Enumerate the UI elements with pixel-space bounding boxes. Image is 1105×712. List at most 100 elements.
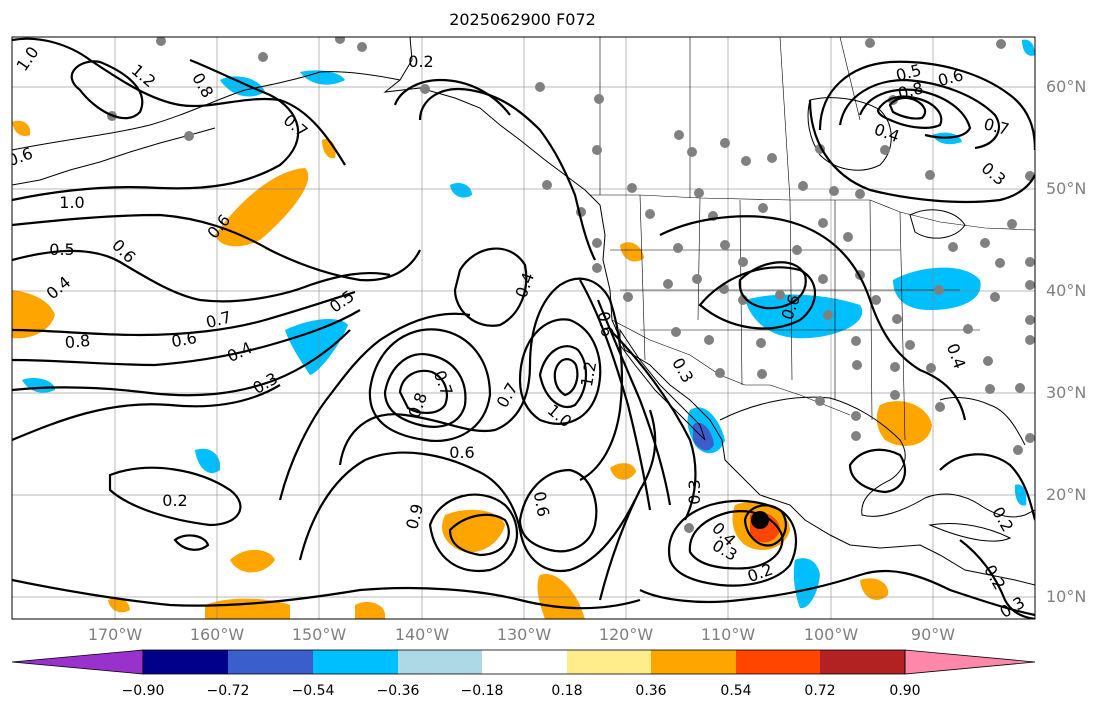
- colorbar-segment: [736, 650, 820, 674]
- contour-label: 0.6: [170, 328, 198, 351]
- cuba: [928, 522, 1012, 542]
- contour-line: [12, 213, 421, 282]
- positive-anomaly-region: [860, 578, 889, 600]
- colorbar-segment: [567, 650, 651, 674]
- canada-provinces: [599, 37, 861, 201]
- north-america-coastline: [383, 37, 1035, 586]
- latitude-label: 20°N: [1046, 485, 1087, 504]
- colorbar-tick-label: 0.90: [889, 683, 921, 699]
- longitude-label: 100°W: [803, 625, 859, 644]
- contour-line: [939, 453, 1035, 521]
- contour-line: [12, 249, 391, 303]
- contour-line: [12, 58, 300, 202]
- contour-line: [667, 499, 797, 587]
- contour-line: [448, 513, 510, 557]
- colorbar-tick-label: 0.36: [635, 683, 667, 699]
- contour-label: 1.0: [59, 193, 84, 212]
- contour-lines: [12, 37, 1035, 619]
- latitude-label: 30°N: [1046, 383, 1087, 402]
- longitude-label: 130°W: [496, 625, 552, 644]
- contour-line: [639, 569, 1035, 617]
- contour-line: [173, 534, 210, 551]
- map-title: 2025062900 F072: [449, 10, 596, 29]
- contour-line: [518, 468, 598, 553]
- colorbar-tick-label: −0.36: [376, 683, 420, 699]
- baja-peninsula: [619, 328, 706, 441]
- contour-line: [12, 329, 351, 397]
- contour-line: [12, 290, 356, 337]
- contour-line: [368, 328, 492, 442]
- contour-label: 0.2: [408, 52, 433, 71]
- colorbar-tick-label: −0.54: [291, 683, 335, 699]
- contour-label: 0.5: [49, 240, 74, 259]
- contour-label: 0.6: [5, 144, 35, 171]
- latitude-label: 10°N: [1046, 587, 1087, 606]
- colorbar-segment: [313, 650, 398, 674]
- contour-line: [453, 247, 528, 327]
- hudson-bay: [807, 97, 892, 171]
- positive-anomaly-region: [230, 549, 275, 573]
- map-frame: [11, 36, 1036, 620]
- contour-line: [876, 95, 943, 129]
- positive-anomaly-region: [355, 601, 385, 619]
- contour-line: [848, 448, 907, 494]
- contour-line: [12, 384, 281, 442]
- contour-line: [688, 510, 784, 570]
- contour-line: [959, 539, 1035, 619]
- forecast-map: 1.0 1.2 0.8 0.7 0.2 0.5 0.6 0.8 0.4 0.7 …: [5, 36, 1036, 620]
- contour-line: [553, 358, 579, 397]
- contour-line: [108, 466, 242, 527]
- contour-line: [698, 266, 816, 330]
- colorbar-tick-label: 0.18: [551, 683, 583, 699]
- contour-label: 0.3: [685, 479, 704, 504]
- colorbar: [11, 649, 1036, 675]
- longitude-label: 90°W: [910, 625, 956, 644]
- negative-anomaly-region: [1022, 39, 1035, 56]
- great-lakes: [909, 209, 966, 239]
- contour-line: [518, 318, 602, 425]
- contour-line: [428, 493, 519, 572]
- contour-label: 0.6: [449, 443, 474, 462]
- positive-anomaly-region: [442, 509, 505, 553]
- contour-line: [70, 60, 144, 120]
- positive-anomaly-region: [215, 168, 309, 247]
- longitude-label: 110°W: [700, 625, 756, 644]
- contour-line: [808, 99, 1035, 204]
- contour-line: [538, 345, 588, 408]
- colorbar-segment: [651, 650, 736, 674]
- contour-line: [278, 312, 471, 501]
- colorbar-tick-label: 0.54: [720, 683, 752, 699]
- negative-anomaly-region: [195, 448, 221, 474]
- latitude-label: 40°N: [1046, 281, 1087, 300]
- positive-anomaly-region: [610, 463, 636, 480]
- contour-line: [743, 504, 787, 547]
- contour-line: [418, 87, 596, 261]
- latitude-label: 50°N: [1046, 179, 1087, 198]
- contour-label: 0.2: [162, 491, 187, 510]
- contour-line: [12, 309, 361, 367]
- positive-anomaly-region: [108, 598, 130, 613]
- contour-label: 1.2: [577, 360, 600, 388]
- negative-anomaly-region: [450, 183, 472, 198]
- contour-line: [383, 352, 467, 428]
- contour-line: [298, 451, 636, 573]
- colorbar-segment: [398, 650, 482, 674]
- colorbar-segment: [228, 650, 313, 674]
- contour-line: [858, 88, 972, 139]
- contour-line: [838, 78, 1000, 150]
- contour-line: [818, 60, 1035, 151]
- colorbar-segment: [904, 649, 1036, 675]
- negative-anomaly-region: [793, 558, 820, 609]
- contour-line: [738, 261, 807, 310]
- contour-label: 0.6: [530, 490, 553, 518]
- florida-coast: [939, 397, 1026, 446]
- positive-anomaly-region: [12, 290, 55, 339]
- positive-anomaly-region: [205, 598, 290, 619]
- longitude-label: 150°W: [291, 625, 347, 644]
- colorbar-tick-label: −0.18: [460, 683, 504, 699]
- negative-anomaly-region: [220, 76, 265, 97]
- contour-line: [888, 96, 927, 120]
- contour-line: [12, 578, 641, 610]
- negative-anomaly-region: [285, 318, 348, 375]
- longitude-label: 170°W: [87, 625, 143, 644]
